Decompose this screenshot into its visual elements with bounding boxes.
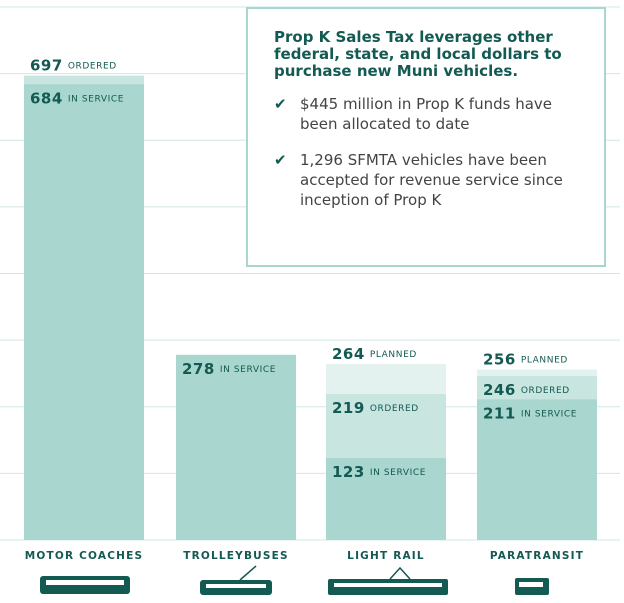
value-label: 219 ORDERED (332, 399, 419, 417)
x-tick-label: TROLLEYBUSES (183, 550, 289, 562)
x-tick-label: MOTOR COACHES (25, 550, 144, 562)
value-number: 697 (30, 56, 63, 74)
info-title: Prop K Sales Tax leverages other federal… (274, 28, 562, 80)
bus-window (46, 580, 124, 585)
check: ✔ (274, 95, 287, 113)
value-label: 684 IN SERVICE (30, 89, 124, 107)
series-name: ORDERED (68, 61, 117, 71)
rail-window (334, 583, 442, 587)
series-name: IN SERVICE (370, 468, 426, 478)
value-number: 684 (30, 89, 63, 107)
value-label: 256 PLANNED (483, 350, 568, 368)
value-number: 246 (483, 381, 516, 399)
value-number: 211 (483, 404, 516, 422)
series-name: PLANNED (370, 350, 417, 360)
value-label: 123 IN SERVICE (332, 463, 426, 481)
bar (24, 84, 144, 540)
value-label: 264 PLANNED (332, 345, 417, 363)
x-tick-label: LIGHT RAIL (347, 550, 425, 562)
series-name: ORDERED (370, 404, 419, 414)
value-number: 256 (483, 350, 516, 368)
value-label: 211 IN SERVICE (483, 404, 577, 422)
info-text: $445 million in Prop K funds have been a… (300, 95, 553, 133)
info-text: 1,296 SFMTA vehicles have been accepted … (300, 151, 563, 209)
info-item: ✔ $445 million in Prop K funds have been … (274, 94, 590, 134)
series-name: IN SERVICE (68, 94, 124, 104)
vehicle-icons (40, 565, 549, 595)
series-name: IN SERVICE (220, 364, 276, 374)
rail-pantograph (389, 566, 411, 580)
series-name: ORDERED (521, 386, 570, 396)
bar (176, 354, 296, 540)
series-name: IN SERVICE (521, 409, 577, 419)
value-label: 246 ORDERED (483, 381, 570, 399)
value-label: 697 ORDERED (30, 56, 117, 74)
series-name: PLANNED (521, 355, 568, 365)
info-item: ✔ 1,296 SFMTA vehicles have been accepted… (274, 150, 590, 210)
trolley-pole (239, 565, 257, 581)
value-label: 278 IN SERVICE (182, 359, 276, 377)
value-number: 123 (332, 463, 365, 481)
value-number: 278 (182, 359, 215, 377)
check: ✔ (274, 151, 287, 169)
bar (326, 458, 446, 540)
value-number: 264 (332, 345, 365, 363)
trolley-window (206, 584, 266, 588)
bar (477, 399, 597, 540)
value-number: 219 (332, 399, 365, 417)
van-window (519, 582, 543, 587)
info-list: ✔ $445 million in Prop K funds have been … (274, 94, 586, 210)
x-tick-label: PARATRANSIT (490, 550, 584, 562)
info-box: Prop K Sales Tax leverages other federal… (246, 7, 606, 267)
